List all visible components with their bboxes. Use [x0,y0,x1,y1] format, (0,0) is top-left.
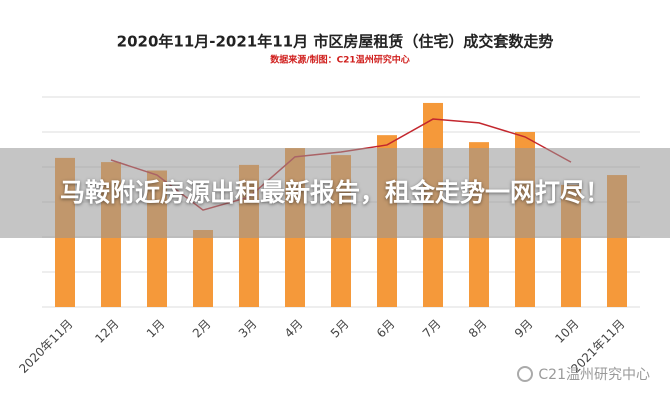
banner-text: 马鞍附近房源出租最新报告，租金走势一网打尽！ [59,178,610,207]
banner: 马鞍附近房源出租最新报告，租金走势一网打尽！ [0,148,670,238]
watermark: C21温州研究中心 [517,364,650,384]
bar [193,230,213,307]
x-tick-label: 12月 [92,317,121,346]
x-tick-label: 1月 [144,317,168,341]
x-tick-label: 8月 [466,317,490,341]
watermark-icon [517,366,534,382]
x-tick-label: 6月 [374,317,398,341]
x-tick-label: 9月 [512,317,536,341]
chart-title: 2020年11月-2021年11月 市区房屋租赁（住宅）成交套数走势 [117,33,554,51]
x-tick-label: 5月 [328,317,352,341]
x-tick-label: 10月 [552,317,581,346]
watermark-text: C21温州研究中心 [538,367,650,383]
chart-subtitle: 数据来源/制图：C21温州研究中心 [270,54,409,66]
x-tick-label: 7月 [420,317,444,341]
x-tick-label: 2020年11月 [16,317,75,376]
x-tick-label: 3月 [236,317,260,341]
x-tick-label: 2月 [190,317,214,341]
x-tick-label: 4月 [282,317,306,341]
